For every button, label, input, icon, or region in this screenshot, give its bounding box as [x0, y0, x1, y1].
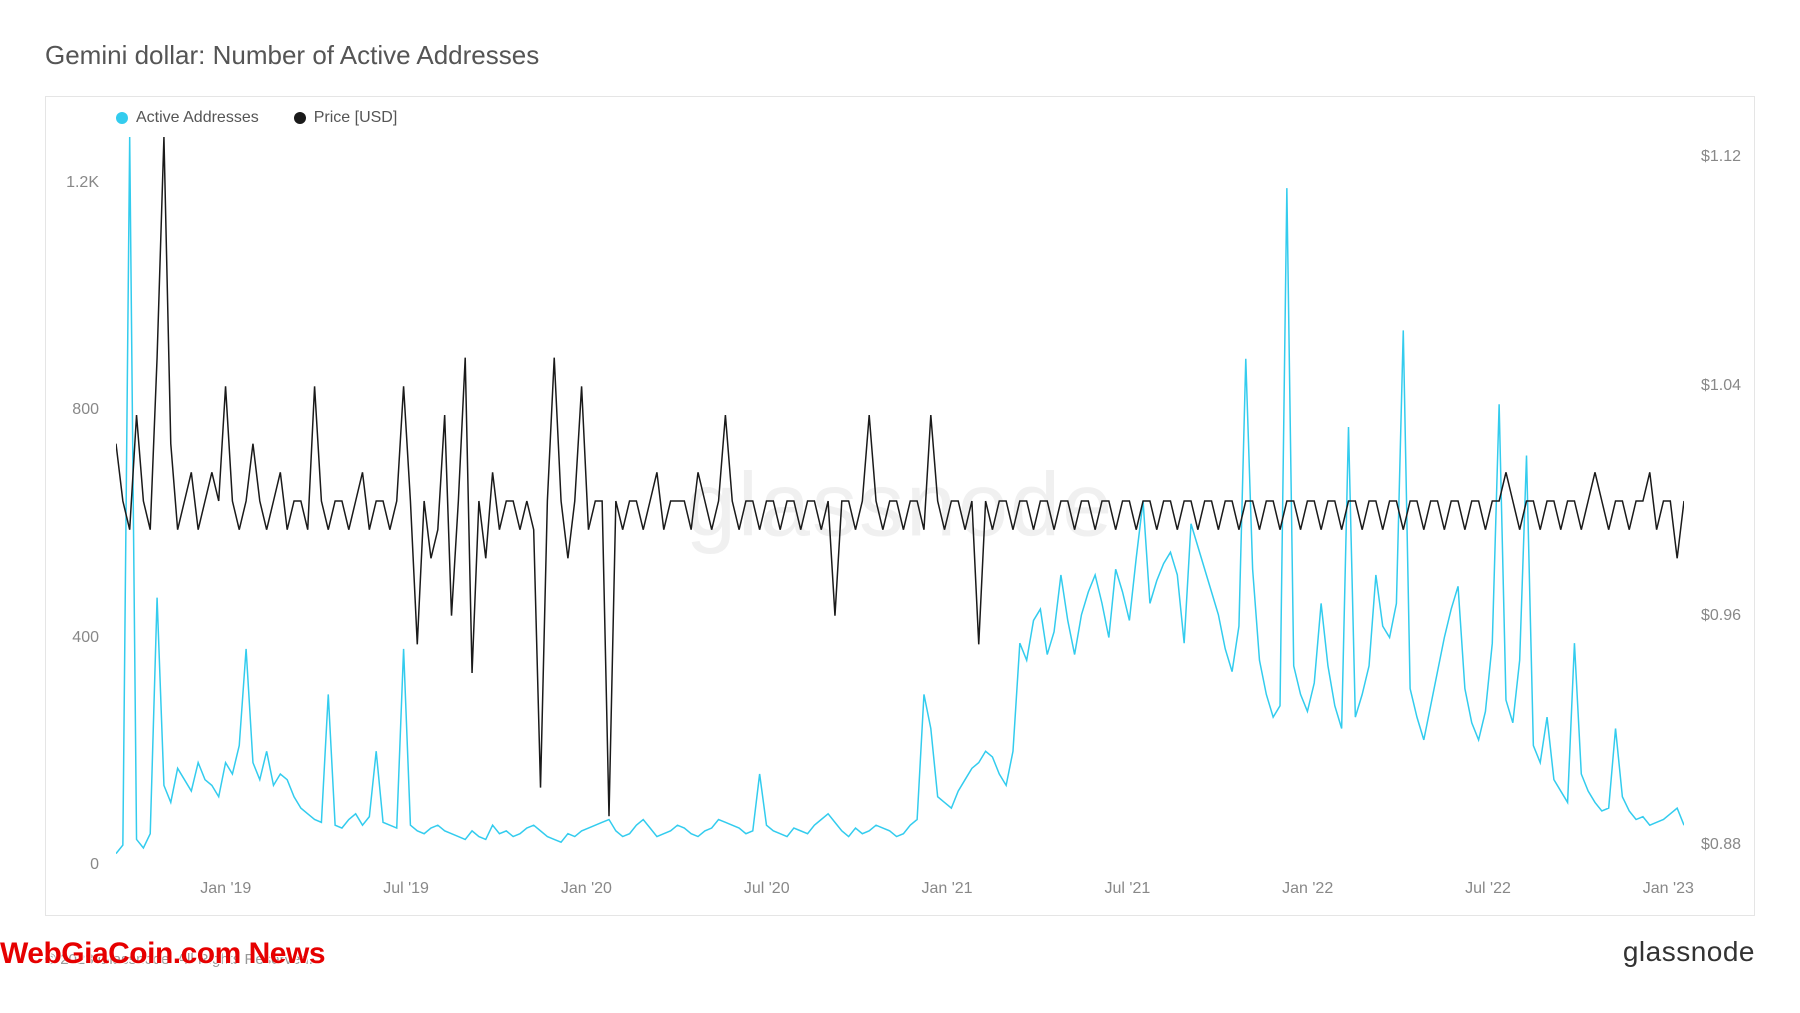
chart-svg [116, 137, 1684, 865]
x-tick: Jan '22 [1282, 880, 1333, 898]
y-right-tick: $0.88 [1701, 836, 1741, 854]
y-left-tick: 1.2K [66, 174, 99, 192]
legend-marker-price [294, 112, 306, 124]
y-left-tick: 0 [90, 856, 99, 874]
x-tick: Jan '21 [921, 880, 972, 898]
plot-area [116, 137, 1684, 865]
chart-box: Active Addresses Price [USD] glassnode 0… [45, 96, 1755, 916]
line-active-addresses [116, 137, 1684, 854]
x-tick: Jan '23 [1643, 880, 1694, 898]
legend-item-active-addresses: Active Addresses [116, 109, 259, 127]
line-price-usd [116, 137, 1684, 816]
y-right-tick: $0.96 [1701, 607, 1741, 625]
legend: Active Addresses Price [USD] [116, 109, 397, 127]
brand-logo: glassnode [1623, 936, 1755, 968]
x-tick: Jan '20 [561, 880, 612, 898]
legend-item-price: Price [USD] [294, 109, 398, 127]
y-axis-left: 04008001.2K [46, 137, 111, 865]
x-tick: Jul '19 [383, 880, 429, 898]
y-axis-right: $0.88 $0.96 $1.04 $1.12 [1689, 137, 1754, 865]
y-right-tick: $1.04 [1701, 377, 1741, 395]
legend-label-price: Price [USD] [314, 109, 398, 127]
x-tick: Jul '22 [1465, 880, 1511, 898]
legend-marker-active [116, 112, 128, 124]
overlay-news-text: WebGiaCoin.com News [0, 937, 325, 971]
x-tick: Jan '19 [200, 880, 251, 898]
chart-title: Gemini dollar: Number of Active Addresse… [45, 40, 1755, 71]
x-tick: Jul '20 [744, 880, 790, 898]
legend-label-active: Active Addresses [136, 109, 259, 127]
x-tick: Jul '21 [1104, 880, 1150, 898]
y-left-tick: 400 [72, 629, 99, 647]
x-axis: Jan '19 Jul '19 Jan '20 Jul '20 Jan '21 Jul '… [116, 870, 1684, 915]
y-left-tick: 800 [72, 401, 99, 419]
y-right-tick: $1.12 [1701, 148, 1741, 166]
chart-container: Gemini dollar: Number of Active Addresse… [0, 0, 1800, 1013]
